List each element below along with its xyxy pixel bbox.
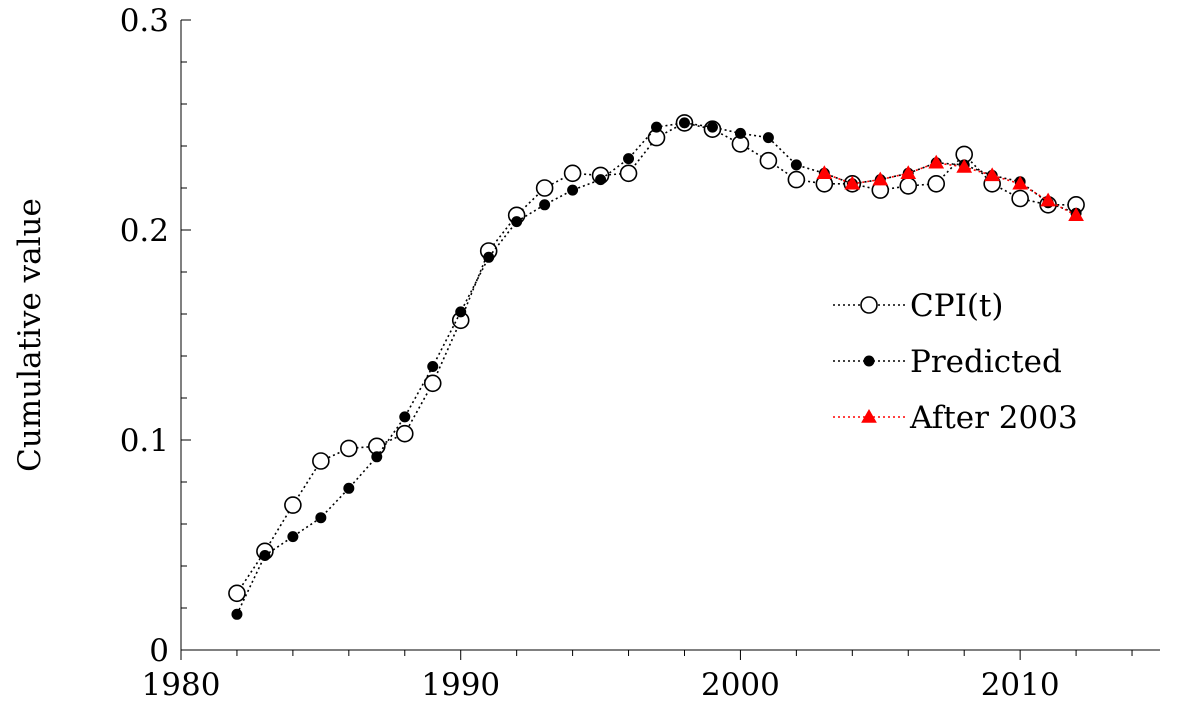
legend: CPI(t) Predicted After 2003 <box>833 288 1078 436</box>
data-point-after-2003 <box>928 154 945 169</box>
x-tick-label: 1990 <box>421 667 500 703</box>
y-tick-label: 0.2 <box>120 213 169 249</box>
x-tick-label: 2010 <box>981 667 1060 703</box>
legend-item-cpi-t: CPI(t) <box>833 288 1003 324</box>
data-point-after-2003 <box>984 167 1001 182</box>
legend-marker-predicted <box>863 355 875 367</box>
data-point-predicted <box>762 132 774 144</box>
data-point-predicted <box>790 159 802 171</box>
data-point-predicted <box>511 216 523 228</box>
data-point-predicted <box>623 153 635 165</box>
data-point-cpi-t <box>899 177 918 195</box>
legend-marker-after-2003 <box>861 408 877 423</box>
data-point-predicted <box>343 482 355 494</box>
data-point-cpi-t <box>423 374 442 393</box>
data-point-predicted <box>595 174 607 186</box>
x-tick-label: 2000 <box>701 667 780 703</box>
data-point-predicted <box>678 117 690 129</box>
data-point-cpi-t <box>1011 189 1029 208</box>
data-point-predicted <box>399 411 411 423</box>
data-point-predicted <box>427 361 439 372</box>
tick-labels: 0 0.1 0.2 0.3 1980 1990 2000 2010 <box>120 3 1060 703</box>
data-point-after-2003 <box>844 175 861 190</box>
data-point-cpi-t <box>563 164 582 183</box>
data-point-predicted <box>231 608 243 620</box>
series-after-2003 <box>816 154 1084 222</box>
data-point-cpi-t <box>619 164 638 183</box>
axes <box>180 19 1160 660</box>
y-tick-label: 0 <box>149 633 169 669</box>
series-predicted <box>231 117 1082 620</box>
data-point-predicted <box>287 531 299 543</box>
data-point-predicted <box>455 306 467 318</box>
data-point-cpi-t <box>312 452 330 470</box>
y-tick-label: 0.1 <box>120 423 169 459</box>
data-point-cpi-t <box>228 584 246 603</box>
series-line-after-2003 <box>824 161 1077 217</box>
data-point-cpi-t <box>759 151 778 170</box>
data-point-cpi-t <box>787 170 806 189</box>
data-point-predicted <box>315 512 327 524</box>
data-point-after-2003 <box>1068 207 1084 222</box>
data-point-cpi-t <box>535 179 554 197</box>
legend-item-predicted: Predicted <box>833 344 1062 380</box>
data-point-predicted <box>734 127 746 139</box>
legend-label-after-2003: After 2003 <box>909 400 1078 436</box>
data-point-after-2003 <box>1040 192 1056 207</box>
data-point-cpi-t <box>340 439 358 458</box>
legend-label-cpi-t: CPI(t) <box>910 288 1003 324</box>
data-point-predicted <box>483 251 495 263</box>
data-point-predicted <box>371 451 383 463</box>
data-point-predicted <box>706 121 718 133</box>
x-tick-label: 1980 <box>142 667 221 703</box>
data-point-after-2003 <box>956 158 973 173</box>
data-point-cpi-t <box>395 424 414 443</box>
data-point-predicted <box>539 199 551 211</box>
legend-marker-cpi-t <box>860 296 878 314</box>
data-point-cpi-t <box>927 175 946 193</box>
data-point-predicted <box>259 550 271 561</box>
data-point-cpi-t <box>284 496 302 514</box>
data-point-after-2003 <box>1012 175 1029 190</box>
data-point-after-2003 <box>900 165 917 180</box>
legend-label-predicted: Predicted <box>910 344 1062 380</box>
data-point-predicted <box>651 121 663 133</box>
data-point-after-2003 <box>816 165 833 180</box>
y-tick-label: 0.3 <box>120 3 169 39</box>
data-point-after-2003 <box>872 171 889 186</box>
y-axis-title: Cumulative value <box>12 198 48 472</box>
data-point-predicted <box>567 184 579 196</box>
legend-item-after-2003: After 2003 <box>833 400 1078 436</box>
series-layer <box>228 114 1085 620</box>
